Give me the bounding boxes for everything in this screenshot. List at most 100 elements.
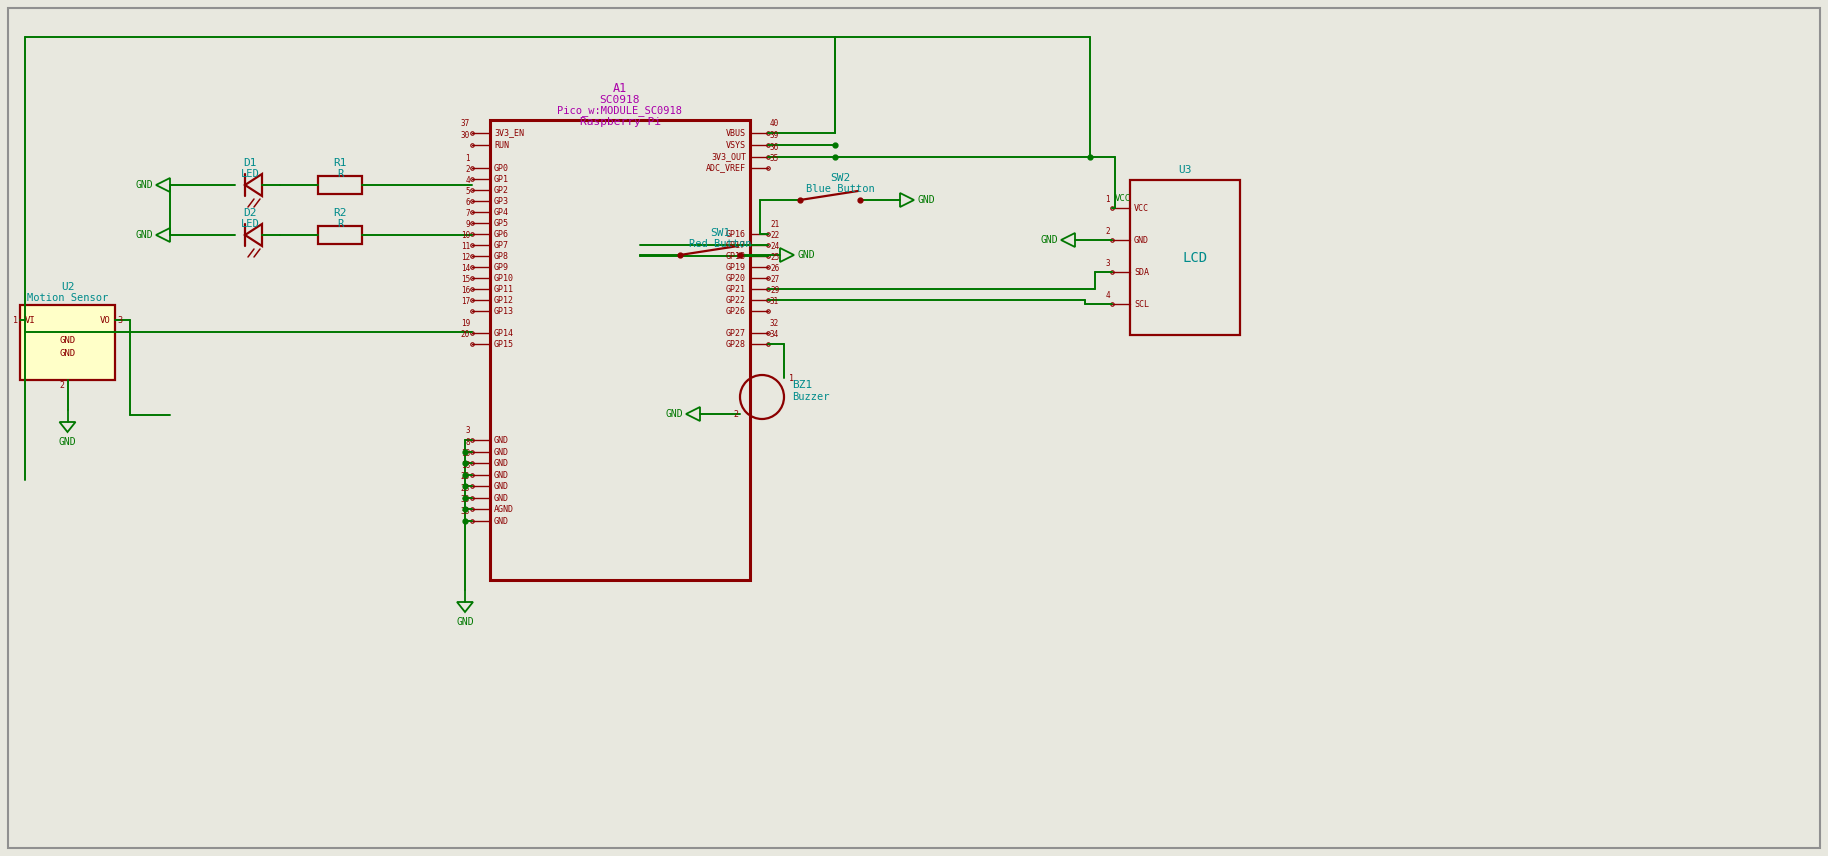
Text: Red Button: Red Button [689, 239, 751, 249]
Text: GND: GND [797, 250, 815, 260]
Text: SW2: SW2 [830, 173, 850, 183]
Text: 13: 13 [461, 449, 470, 458]
Text: 4: 4 [1106, 291, 1110, 300]
Text: GP26: GP26 [726, 306, 746, 316]
Text: 38: 38 [461, 507, 470, 516]
Text: VI: VI [26, 316, 37, 324]
Text: 37: 37 [461, 119, 470, 128]
Text: GND: GND [1133, 235, 1150, 245]
Text: SC0918: SC0918 [600, 95, 640, 105]
Text: GND: GND [60, 336, 75, 344]
Text: GP8: GP8 [494, 252, 508, 260]
Text: 24: 24 [770, 242, 779, 251]
Text: 3: 3 [1106, 259, 1110, 268]
Text: GP20: GP20 [726, 274, 746, 282]
Text: 17: 17 [461, 297, 470, 306]
Text: 21: 21 [770, 220, 779, 229]
Text: VCC: VCC [1133, 204, 1150, 212]
Text: 34: 34 [770, 330, 779, 339]
Text: 36: 36 [770, 143, 779, 152]
Text: GND: GND [918, 195, 934, 205]
Bar [318, 226, 362, 244]
Text: R1: R1 [333, 158, 347, 168]
Text: 26: 26 [770, 264, 779, 273]
Text: 23: 23 [461, 472, 470, 481]
Text: GND: GND [494, 516, 508, 526]
Text: GP22: GP22 [726, 295, 746, 305]
Text: SW1: SW1 [709, 228, 729, 238]
Text: 2: 2 [60, 381, 64, 389]
Text: 29: 29 [770, 286, 779, 295]
Text: GND: GND [665, 409, 684, 419]
Text: 39: 39 [770, 131, 779, 140]
Text: 31: 31 [770, 297, 779, 306]
Text: GP13: GP13 [494, 306, 514, 316]
Bar [20, 305, 115, 380]
Text: 3V3_OUT: 3V3_OUT [711, 152, 746, 162]
Text: 28: 28 [461, 484, 470, 493]
Text: GP4: GP4 [494, 207, 508, 217]
Text: 3: 3 [466, 426, 470, 435]
Text: 35: 35 [770, 154, 779, 163]
Text: 30: 30 [461, 131, 470, 140]
Text: A1: A1 [612, 81, 627, 94]
Text: R: R [336, 219, 344, 229]
Text: D2: D2 [243, 208, 256, 218]
Text: VCC: VCC [1115, 193, 1132, 203]
Text: 6: 6 [466, 198, 470, 207]
Text: GP3: GP3 [494, 197, 508, 205]
Text: Blue Button: Blue Button [806, 184, 874, 194]
Text: GP27: GP27 [726, 329, 746, 337]
Text: GP10: GP10 [494, 274, 514, 282]
Text: GND: GND [135, 230, 154, 240]
Text: GP5: GP5 [494, 218, 508, 228]
Text: 14: 14 [461, 264, 470, 273]
Text: SDA: SDA [1133, 268, 1150, 276]
Text: VO: VO [99, 316, 110, 324]
Text: GP18: GP18 [726, 252, 746, 260]
Text: GND: GND [494, 459, 508, 467]
Text: 15: 15 [461, 275, 470, 284]
Text: 5: 5 [466, 187, 470, 196]
Bar [490, 120, 749, 580]
Text: D1: D1 [243, 158, 256, 168]
Text: 19: 19 [461, 319, 470, 328]
Text: GP16: GP16 [726, 229, 746, 239]
Text: Pico_w:MODULE_SC0918: Pico_w:MODULE_SC0918 [558, 105, 682, 116]
Text: GP14: GP14 [494, 329, 514, 337]
Text: GP1: GP1 [494, 175, 508, 183]
Text: GND: GND [494, 471, 508, 479]
Text: 1: 1 [466, 154, 470, 163]
Text: 8: 8 [466, 438, 470, 447]
Text: 7: 7 [466, 209, 470, 218]
Text: 18: 18 [461, 461, 470, 470]
Text: 2: 2 [733, 409, 739, 419]
Text: SCL: SCL [1133, 300, 1150, 308]
Text: LCD: LCD [1183, 251, 1208, 265]
Text: R: R [336, 169, 344, 179]
Bar [1130, 180, 1239, 335]
Text: AGND: AGND [494, 504, 514, 514]
Text: R2: R2 [333, 208, 347, 218]
Text: LED: LED [241, 219, 260, 229]
Text: 9: 9 [466, 220, 470, 229]
Text: GP21: GP21 [726, 284, 746, 294]
Text: GP6: GP6 [494, 229, 508, 239]
Text: ADC_VREF: ADC_VREF [706, 163, 746, 173]
Text: 25: 25 [770, 253, 779, 262]
Text: 33: 33 [461, 495, 470, 504]
Text: GND: GND [60, 348, 75, 358]
Text: U2: U2 [60, 282, 75, 292]
Text: GP17: GP17 [726, 241, 746, 249]
Text: GP28: GP28 [726, 340, 746, 348]
Text: GP19: GP19 [726, 263, 746, 271]
Text: 22: 22 [770, 231, 779, 240]
Text: GND: GND [457, 617, 473, 627]
Text: Buzzer: Buzzer [792, 392, 830, 402]
Text: GP0: GP0 [494, 163, 508, 173]
Text: VBUS: VBUS [726, 128, 746, 138]
Text: GND: GND [1040, 235, 1058, 245]
Text: 4: 4 [466, 176, 470, 185]
Text: VSYS: VSYS [726, 140, 746, 150]
Text: GND: GND [135, 180, 154, 190]
